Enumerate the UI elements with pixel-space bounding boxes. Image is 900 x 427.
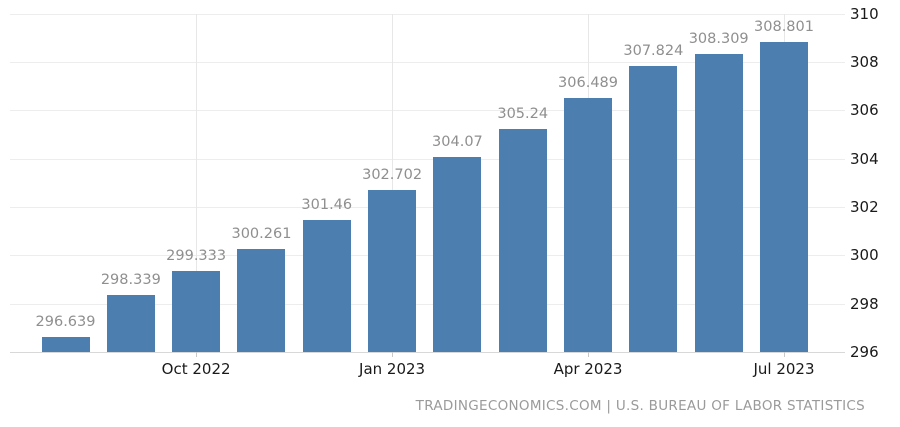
bar-value-label: 307.824 [623, 43, 684, 60]
bar-value-label: 299.333 [166, 248, 227, 265]
y-axis-tick-label: 304 [850, 149, 879, 168]
bar-nov-2022[interactable] [237, 248, 286, 352]
bar-apr-2023[interactable] [564, 98, 613, 352]
horizontal-gridline [10, 110, 845, 112]
bar-aug-2022[interactable] [41, 336, 90, 352]
bar-sep-2022[interactable] [106, 295, 155, 352]
bar-value-label: 302.702 [362, 166, 423, 183]
bar-value-label: 300.261 [231, 225, 292, 242]
bar-value-label: 308.309 [688, 31, 749, 48]
y-axis-tick-label: 300 [850, 246, 879, 265]
x-axis-tick-label: Apr 2023 [553, 360, 623, 378]
y-axis-tick-label: 306 [850, 101, 879, 120]
bar-jun-2023[interactable] [694, 54, 743, 352]
x-axis-tick-mark [588, 352, 590, 357]
x-axis-tick-label: Jul 2023 [753, 360, 815, 378]
bar-value-label: 304.07 [432, 133, 483, 150]
horizontal-gridline [10, 303, 845, 305]
bar-value-label: 301.46 [301, 196, 353, 213]
bar-value-label: 308.801 [754, 19, 814, 36]
y-axis-tick-label: 302 [850, 197, 879, 216]
bar-feb-2023[interactable] [433, 156, 482, 352]
footer-attribution: TRADINGECONOMICS.COM | U.S. BUREAU OF LA… [415, 398, 865, 414]
bar-value-label: 305.24 [497, 105, 549, 122]
bar-may-2023[interactable] [629, 66, 678, 352]
horizontal-gridline [10, 158, 845, 160]
bar-jan-2023[interactable] [368, 189, 417, 352]
horizontal-gridline [10, 13, 845, 15]
y-axis-tick-label: 308 [850, 52, 879, 71]
bar-value-label: 298.339 [100, 272, 161, 289]
bar-value-label: 306.489 [558, 75, 619, 92]
vertical-gridline [392, 13, 394, 352]
bar-dec-2022[interactable] [302, 219, 351, 352]
x-axis-tick-mark [196, 352, 198, 357]
horizontal-gridline [10, 61, 845, 63]
y-axis-tick-label: 310 [850, 4, 879, 23]
bar-mar-2023[interactable] [498, 128, 547, 352]
bar-jul-2023[interactable] [760, 42, 808, 352]
x-axis-tick-label: Oct 2022 [161, 360, 231, 378]
y-axis-tick-label: 298 [850, 294, 879, 313]
horizontal-gridline [10, 206, 845, 208]
x-axis-tick-mark [392, 352, 394, 357]
x-axis-tick-label: Jan 2023 [359, 360, 426, 378]
y-axis-tick-label: 296 [850, 343, 879, 361]
vertical-gridline [196, 13, 198, 352]
horizontal-gridline [10, 255, 845, 257]
x-axis-tick-mark [784, 352, 785, 357]
bar-oct-2022[interactable] [172, 271, 221, 352]
x-axis-line [10, 352, 845, 353]
bar-value-label: 296.639 [35, 313, 96, 330]
